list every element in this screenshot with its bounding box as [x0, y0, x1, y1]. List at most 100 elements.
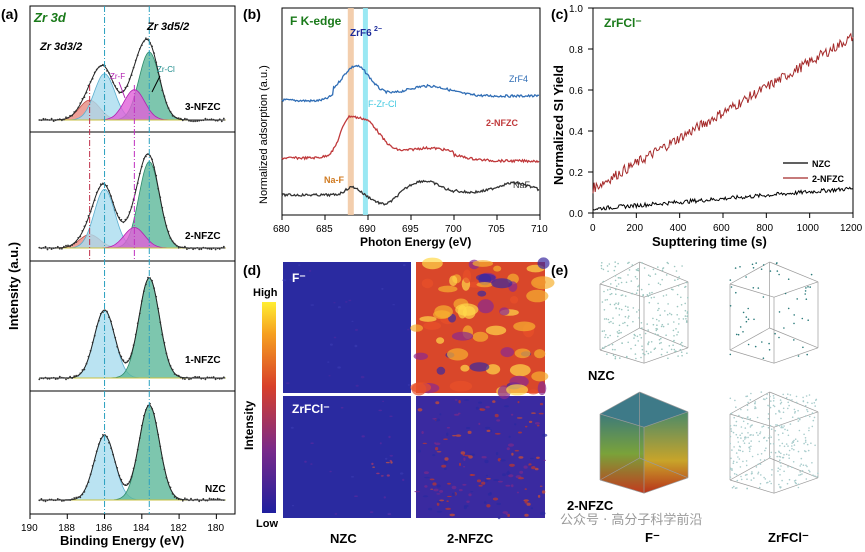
cube-2nfzc-zrfcl-point	[732, 462, 735, 465]
raw-point-nzc	[99, 437, 102, 440]
cube-nzc-f-point	[634, 275, 637, 278]
raw-point-2nfzc	[220, 246, 223, 249]
annot-f-zr-cl: F-Zr-Cl	[368, 99, 397, 109]
raw-point-nzc	[87, 481, 90, 483]
cube-nzc-f-point	[681, 345, 684, 347]
raw-point-2nfzc	[52, 247, 55, 250]
cube-2nfzc-zrfcl-point	[732, 431, 735, 434]
texture-2nfzc-f	[449, 380, 473, 392]
texture-2nfzc-zrfcl	[432, 454, 436, 457]
texture-2nfzc-f	[436, 337, 445, 344]
series-label-nzc: NZC	[205, 484, 226, 495]
texture-nzc-zrfcl	[354, 495, 358, 498]
cube-2nfzc-zrfcl-point	[729, 476, 732, 478]
texture-2nfzc-zrfcl	[463, 466, 466, 468]
raw-point-nzc	[208, 497, 211, 500]
cube-nzc-zrfcl-point	[737, 333, 740, 336]
c-xtick-label-1: 200	[626, 223, 643, 234]
texture-2nfzc-zrfcl	[446, 426, 450, 429]
texture-2nfzc-zrfcl	[506, 447, 510, 451]
cube-2nfzc-zrfcl-point	[792, 461, 795, 463]
cube-2nfzc-zrfcl-point	[797, 409, 799, 412]
cube-2nfzc-zrfcl-point	[785, 443, 788, 445]
cube-nzc-f-point	[670, 348, 673, 351]
cube-2nfzc-zrfcl-point	[738, 449, 740, 451]
cube-nzc-zrfcl-edge	[769, 261, 819, 283]
texture-2nfzc-f	[485, 325, 507, 336]
raw-point-nzc	[108, 441, 110, 444]
raw-point-1nfzc	[136, 322, 139, 325]
texture-2nfzc-zrfcl	[424, 485, 428, 488]
cube-nzc-f-edge	[643, 281, 689, 298]
cube-nzc-f-point	[600, 264, 603, 267]
raw-point-3nfzc	[110, 75, 112, 78]
raw-point-2nfzc	[194, 247, 197, 250]
cube-nzc-f-point	[650, 341, 653, 343]
xas-line-zrf4	[281, 64, 540, 103]
cube-2nfzc-zrfcl-point	[797, 450, 800, 453]
raw-point-1nfzc	[159, 321, 162, 324]
cube-nzc-f-point	[654, 333, 656, 335]
c-xtick-label-2: 400	[670, 223, 687, 234]
cube-nzc-zrfcl-point	[752, 287, 755, 289]
texture-2nfzc-zrfcl	[517, 401, 520, 404]
texture-nzc-zrfcl-spot	[386, 474, 390, 477]
cube-2nfzc-zrfcl-point	[739, 446, 742, 448]
raw-point-3nfzc	[184, 117, 186, 120]
legend-c-nzc: NZC	[812, 159, 831, 169]
raw-point-2nfzc	[128, 211, 131, 213]
cube-2nfzc-zrfcl-point	[729, 425, 732, 427]
colorbar-low: Low	[256, 518, 278, 530]
raw-point-nzc	[206, 499, 209, 502]
texture-2nfzc-f	[491, 278, 513, 289]
raw-point-nzc	[143, 414, 145, 417]
raw-point-3nfzc	[153, 52, 156, 54]
cube-nzc-f-point	[604, 345, 606, 348]
cube-nzc-zrfcl-point	[787, 307, 790, 310]
raw-point-3nfzc	[138, 48, 141, 50]
cube-2nfzc-zrfcl-point	[747, 436, 749, 439]
raw-point-1nfzc	[194, 375, 197, 378]
raw-point-2nfzc	[171, 240, 174, 243]
cube-nzc-f-point	[609, 303, 612, 306]
raw-point-2nfzc	[214, 248, 217, 251]
cube-2nfzc-zrfcl-point	[770, 400, 772, 402]
texture-2nfzc-zrfcl	[485, 405, 490, 409]
texture-2nfzc-zrfcl	[446, 500, 449, 503]
texture-nzc-f	[402, 264, 406, 267]
cube-nzc-f-point	[673, 265, 676, 268]
raw-point-nzc	[77, 496, 80, 499]
cube-nzc-f-point	[676, 293, 679, 296]
texture-2nfzc-zrfcl	[457, 412, 461, 415]
texture-2nfzc-zrfcl	[455, 434, 462, 437]
map-nzc-f	[283, 262, 411, 393]
raw-point-2nfzc	[67, 244, 69, 247]
texture-2nfzc-f	[422, 257, 443, 270]
raw-point-3nfzc	[196, 120, 199, 122]
raw-point-2nfzc	[184, 245, 186, 248]
raw-point-3nfzc	[83, 96, 86, 99]
raw-point-2nfzc	[222, 245, 225, 248]
texture-2nfzc-zrfcl	[524, 513, 529, 517]
c-ytick-label-4: 0.8	[569, 45, 583, 56]
texture-2nfzc-zrfcl	[541, 490, 546, 494]
raw-point-1nfzc	[175, 374, 178, 377]
cube-nzc-f-point	[607, 318, 610, 321]
texture-2nfzc-zrfcl	[486, 504, 491, 508]
cube-nzc-f-point	[631, 264, 634, 266]
cube-nzc-zrfcl-point	[739, 326, 742, 328]
cube-nzc-f-point	[636, 269, 638, 272]
texture-2nfzc-zrfcl	[435, 401, 440, 405]
cube-nzc-zrfcl-point	[762, 357, 765, 360]
cube-2nfzc-zrfcl-point	[746, 473, 748, 476]
c-xtick-label-5: 1000	[797, 223, 820, 234]
cube-2nfzc-zrfcl-point	[774, 451, 777, 454]
raw-point-nzc	[186, 498, 188, 501]
cube-nzc-f-point	[677, 278, 679, 281]
cube-nzc-f-point	[630, 280, 633, 282]
raw-point-3nfzc	[87, 84, 90, 87]
raw-point-3nfzc	[181, 119, 184, 122]
raw-point-nzc	[120, 478, 123, 481]
raw-point-2nfzc	[97, 187, 100, 190]
texture-2nfzc-zrfcl	[468, 455, 473, 459]
